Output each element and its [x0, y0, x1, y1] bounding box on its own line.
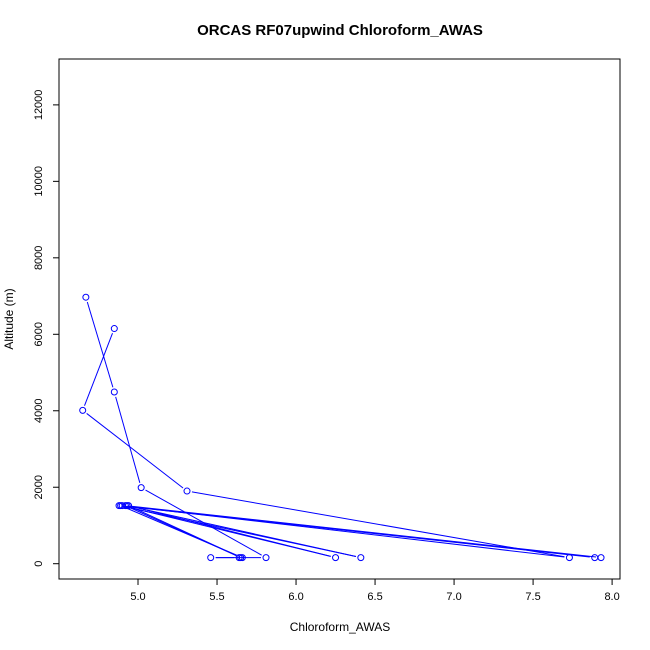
- series-segment: [86, 413, 184, 489]
- chart-title: ORCAS RF07upwind Chloroform_AWAS: [197, 22, 483, 39]
- series-segment: [115, 396, 141, 483]
- data-point: [118, 502, 126, 510]
- series-segment: [191, 491, 565, 558]
- data-point: [137, 484, 145, 492]
- y-axis-label: Altitude (m): [2, 288, 16, 349]
- y-tick-label: 10000: [33, 166, 45, 197]
- data-point: [332, 554, 340, 562]
- x-tick-label: 5.0: [130, 591, 145, 603]
- data-point: [110, 325, 118, 333]
- y-axis: 0 2000 4000 6000 8000 10000 12000: [33, 90, 60, 567]
- y-tick-label: 6000: [33, 322, 45, 346]
- x-tick-label: 7.0: [446, 591, 461, 603]
- data-point: [110, 388, 118, 396]
- y-tick-label: 8000: [33, 246, 45, 270]
- data-point: [207, 554, 215, 562]
- series-segment: [132, 507, 237, 556]
- data-point: [121, 502, 129, 510]
- data-point: [597, 554, 605, 562]
- data-point: [357, 554, 365, 562]
- y-tick-label: 12000: [33, 90, 45, 121]
- x-tick-label: 6.5: [367, 591, 382, 603]
- x-axis: 5.0 5.5 6.0 6.5 7.0 7.5 8.0: [130, 578, 620, 603]
- series-segment: [84, 333, 113, 406]
- series-segment: [127, 505, 565, 558]
- data-point: [237, 554, 245, 562]
- x-tick-label: 5.5: [209, 591, 224, 603]
- series-segment: [86, 301, 114, 388]
- x-tick-label: 7.5: [525, 591, 540, 603]
- data-point: [262, 554, 270, 562]
- series-segment: [126, 506, 331, 557]
- y-tick-label: 0: [33, 561, 45, 567]
- series-layer: [79, 293, 605, 562]
- y-tick-label: 2000: [33, 475, 45, 499]
- x-tick-label: 6.0: [288, 591, 303, 603]
- x-axis-label: Chloroform_AWAS: [290, 620, 390, 634]
- data-point: [79, 406, 87, 414]
- data-point: [183, 487, 191, 495]
- x-tick-label: 8.0: [604, 591, 619, 603]
- data-point: [82, 293, 90, 301]
- y-tick-label: 4000: [33, 399, 45, 423]
- data-point: [565, 554, 573, 562]
